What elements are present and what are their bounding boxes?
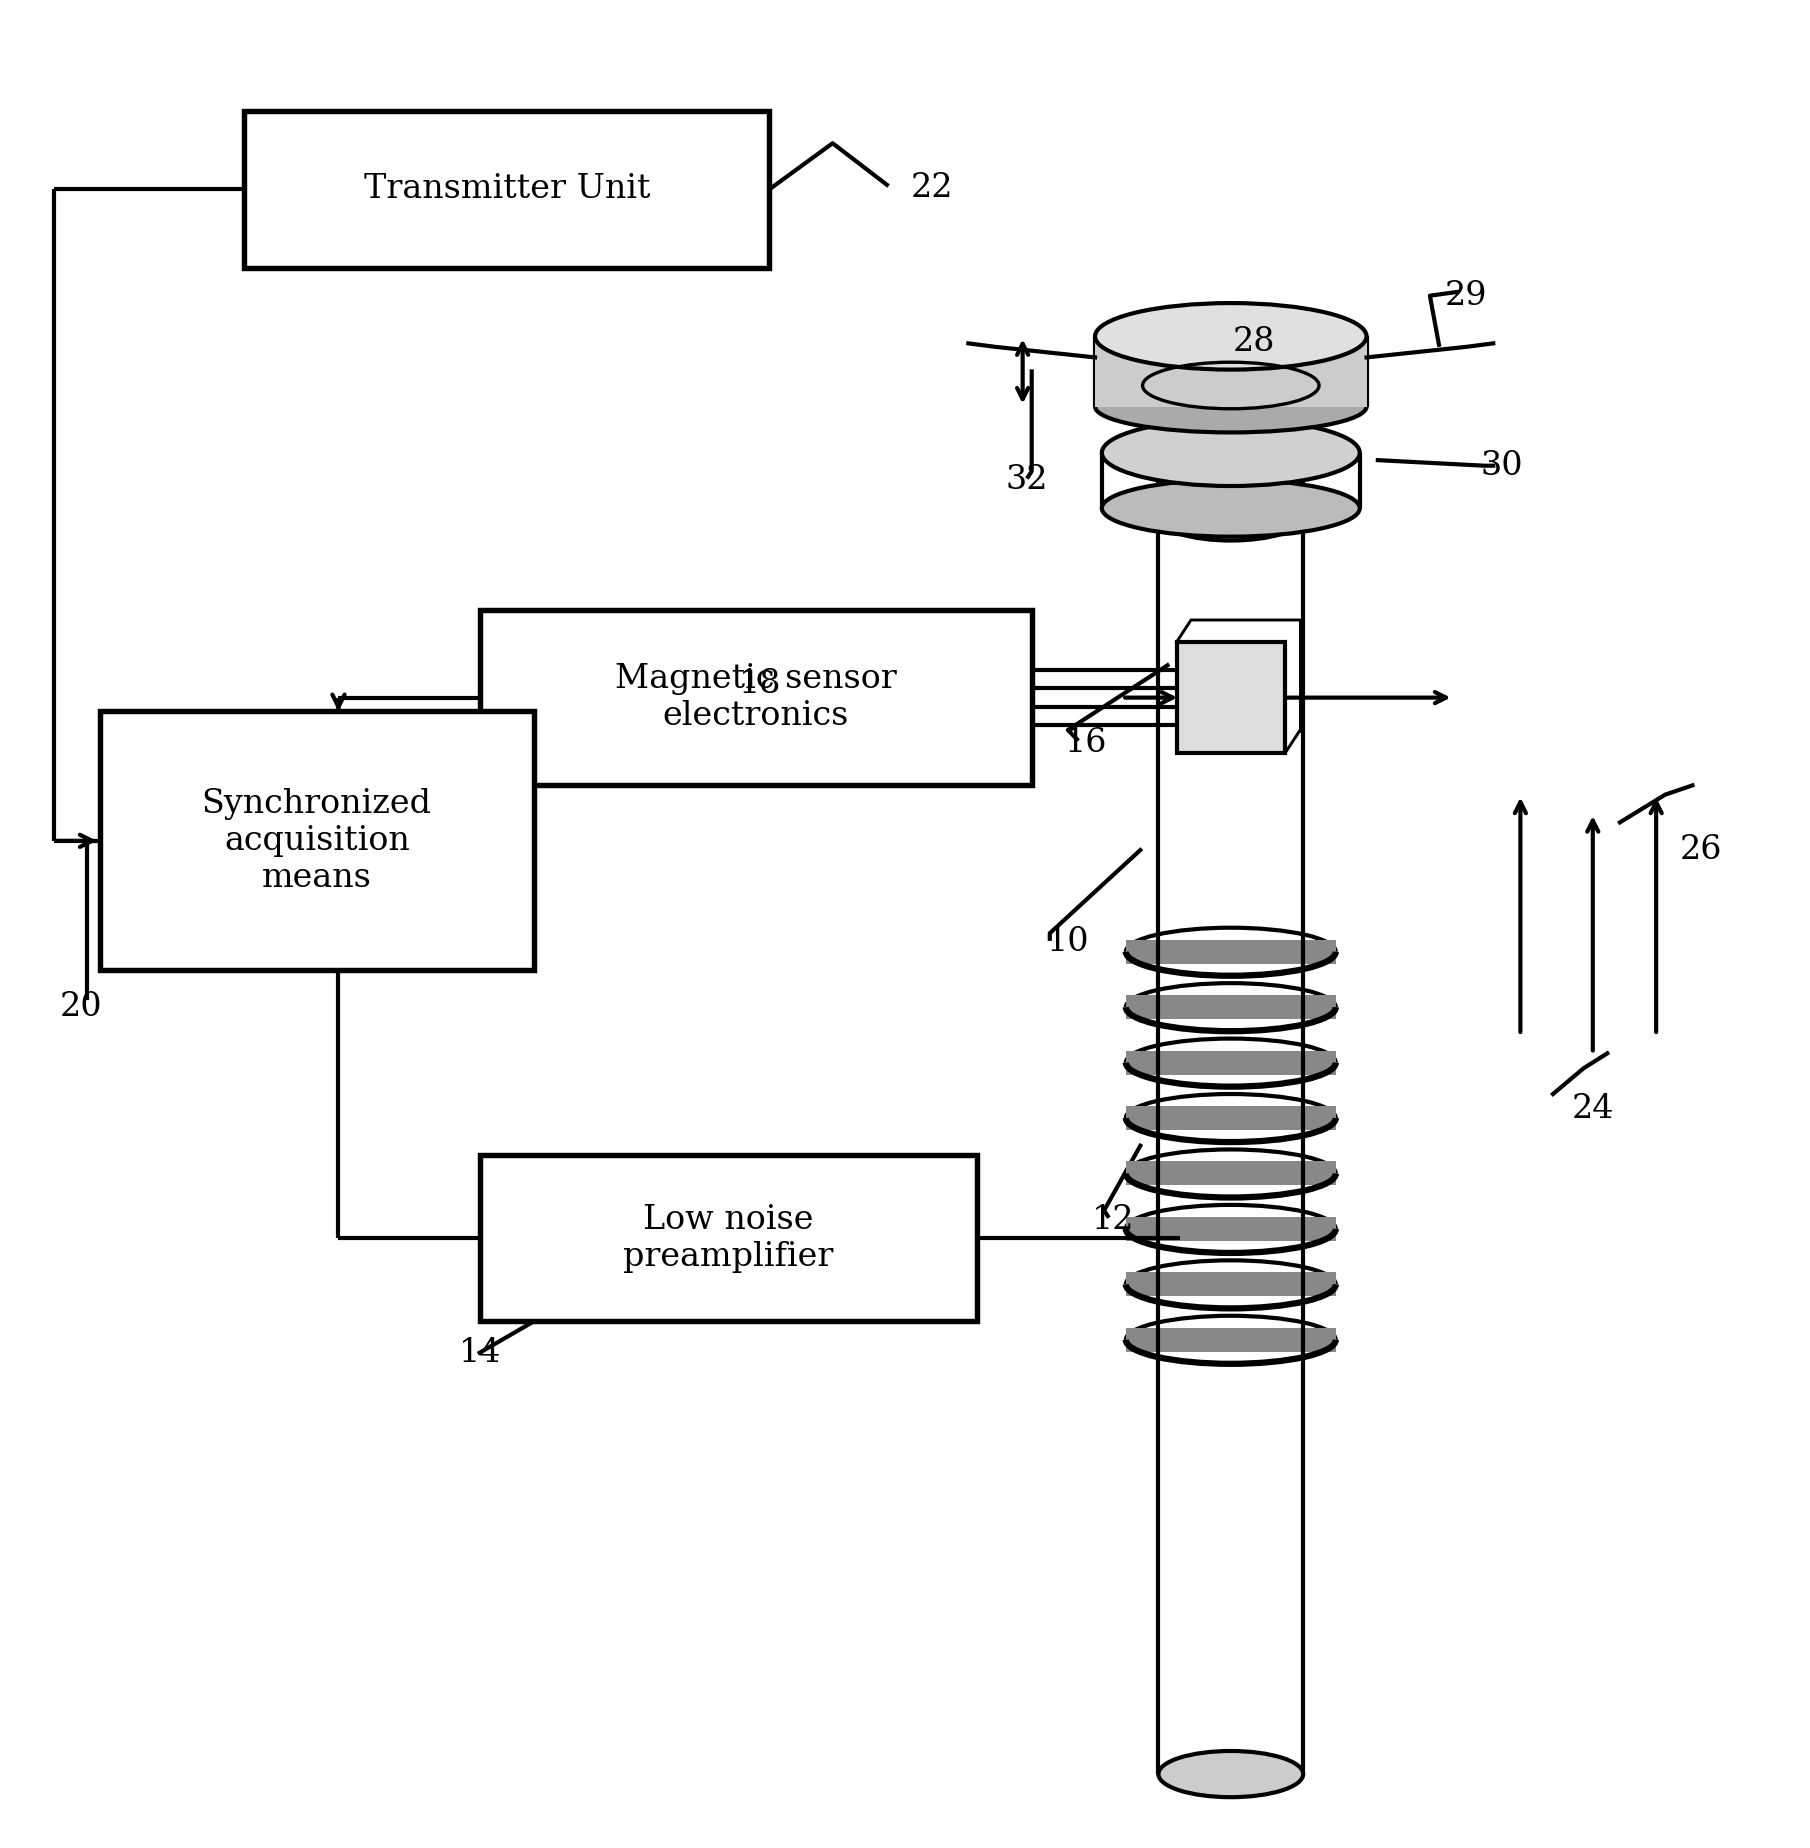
Text: 29: 29 xyxy=(1444,279,1488,312)
Bar xyxy=(480,610,1032,785)
Text: 26: 26 xyxy=(1680,833,1723,867)
Bar xyxy=(480,1155,977,1321)
Ellipse shape xyxy=(1158,495,1303,540)
Ellipse shape xyxy=(1095,381,1367,432)
Text: 10: 10 xyxy=(1046,926,1090,959)
Text: 22: 22 xyxy=(910,172,954,205)
Bar xyxy=(1095,336,1367,407)
Text: 30: 30 xyxy=(1481,449,1524,482)
Text: 16: 16 xyxy=(1064,726,1108,760)
Bar xyxy=(1126,1162,1336,1186)
Text: Magnetic sensor
electronics: Magnetic sensor electronics xyxy=(615,663,896,732)
Bar xyxy=(1126,1105,1336,1129)
Bar xyxy=(100,711,534,970)
Bar xyxy=(1126,1327,1336,1353)
Ellipse shape xyxy=(1158,1752,1303,1796)
Ellipse shape xyxy=(1102,480,1359,536)
Ellipse shape xyxy=(1095,303,1367,370)
Bar xyxy=(1126,1218,1336,1242)
Ellipse shape xyxy=(1102,419,1359,486)
Text: 12: 12 xyxy=(1091,1203,1135,1236)
Text: 28: 28 xyxy=(1233,325,1276,359)
Text: 14: 14 xyxy=(458,1336,501,1369)
Text: 18: 18 xyxy=(738,667,782,700)
Text: 20: 20 xyxy=(60,991,103,1024)
Bar xyxy=(244,111,769,268)
Bar xyxy=(1126,941,1336,965)
Bar xyxy=(1176,643,1285,754)
Bar xyxy=(1126,994,1336,1020)
Bar xyxy=(1126,1050,1336,1074)
Text: 32: 32 xyxy=(1005,464,1048,497)
Bar xyxy=(1126,1271,1336,1297)
Text: Transmitter Unit: Transmitter Unit xyxy=(364,174,650,205)
Text: Low noise
preamplifier: Low noise preamplifier xyxy=(623,1203,834,1273)
Text: Synchronized
acquisition
means: Synchronized acquisition means xyxy=(201,787,433,894)
Text: 24: 24 xyxy=(1571,1092,1615,1125)
